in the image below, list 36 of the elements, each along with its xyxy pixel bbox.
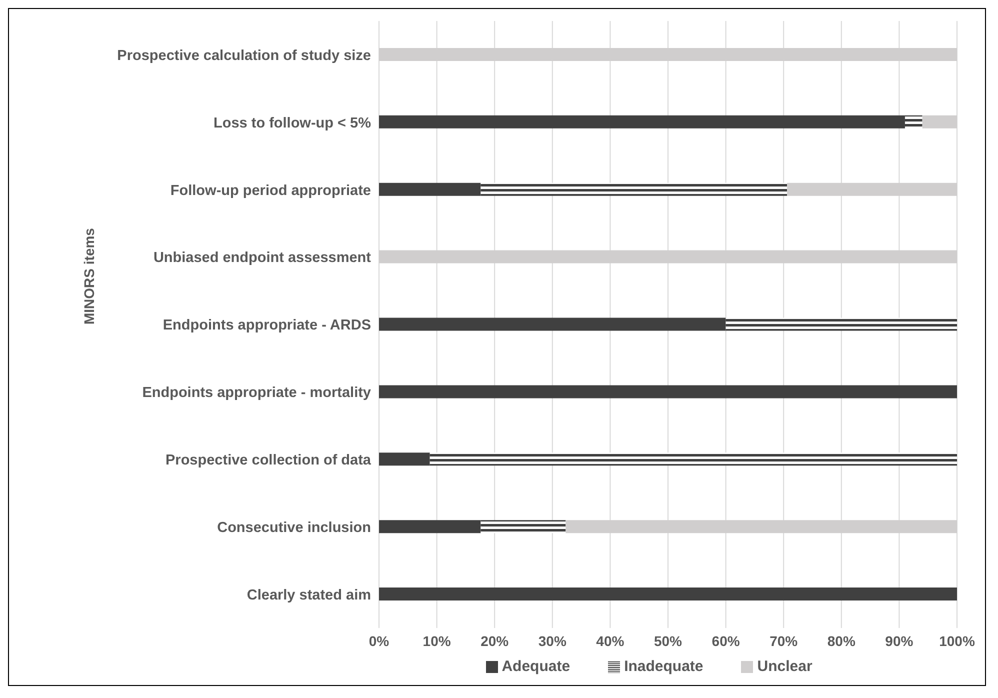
y-tick-label: Prospective collection of data <box>166 452 372 469</box>
legend-label: Inadequate <box>624 658 704 675</box>
bar <box>379 520 481 534</box>
x-tick-label: 20% <box>480 632 510 649</box>
y-tick-label: Follow-up period appropriate <box>170 182 371 199</box>
bar <box>726 318 957 331</box>
x-tick-label: 70% <box>770 632 798 649</box>
y-tick-label: Loss to follow-up < 5% <box>214 115 372 132</box>
x-tick-label: 90% <box>885 632 914 649</box>
y-tick-label: Consecutive inclusion <box>217 520 371 536</box>
y-tick-label: Clearly stated aim <box>246 587 371 604</box>
bar <box>379 385 957 398</box>
x-tick-label: 50% <box>654 632 683 649</box>
bar <box>379 452 430 466</box>
legend-label: Unclear <box>757 658 812 675</box>
x-tick-label: 30% <box>538 632 567 649</box>
bar <box>480 182 788 196</box>
y-tick-label: Unbiased endpoint assessment <box>153 250 372 266</box>
bar <box>379 115 905 128</box>
y-tick-label: Endpoints appropriate - ARDS <box>162 318 372 334</box>
x-tick-label: 60% <box>712 632 740 649</box>
bar <box>430 452 957 466</box>
legend-label: Adequate <box>502 658 570 675</box>
x-tick-label: 40% <box>596 632 625 649</box>
x-tick-label: 80% <box>827 632 856 649</box>
bar <box>379 182 481 196</box>
y-tick-label: Prospective calculation of study size <box>117 48 371 64</box>
y-axis-title: MINORS items <box>80 228 97 324</box>
x-tick-label: 100% <box>939 632 976 649</box>
x-tick-label: 0% <box>368 632 390 649</box>
bar <box>379 318 726 331</box>
x-tick-label: 10% <box>422 632 452 649</box>
y-tick-label: Endpoints appropriate - mortality <box>142 385 371 402</box>
bar <box>379 588 957 601</box>
bar <box>904 115 922 128</box>
bar <box>480 520 566 534</box>
